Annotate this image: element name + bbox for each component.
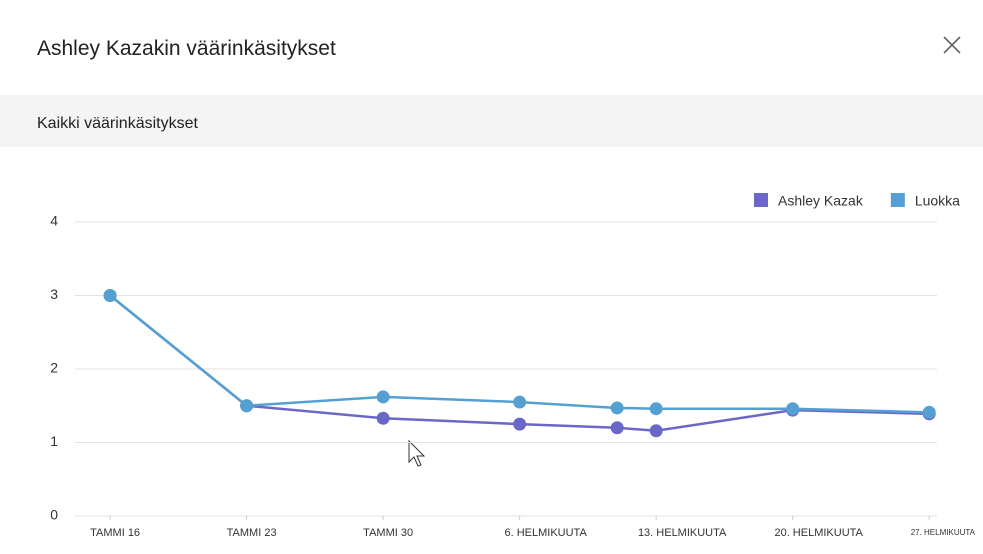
series-point (240, 399, 254, 413)
cursor (408, 439, 426, 467)
x-tick-label: TAMMI 30 (363, 527, 413, 539)
series-point (922, 405, 936, 419)
x-tick-label: 13. HELMIKUUTA (638, 527, 727, 539)
legend-label: Ashley Kazak (778, 193, 864, 209)
x-tick-label: 27. HELMIKUUTA (911, 528, 976, 537)
series-line (109, 294, 930, 432)
x-tick-label: 20. HELMIKUUTA (774, 527, 863, 539)
y-tick-label: 4 (50, 213, 58, 229)
section-band (0, 95, 983, 147)
series-point (376, 390, 390, 404)
series-point (649, 424, 663, 438)
x-tick-label: TAMMI 23 (227, 527, 277, 539)
y-tick-label: 0 (50, 507, 58, 523)
x-tick-label: 6. HELMIKUUTA (504, 527, 587, 539)
section-title: Kaikki väärinkäsitykset (37, 115, 198, 132)
y-tick-label: 3 (50, 286, 58, 302)
close-button[interactable] (940, 33, 964, 57)
dialog-title: Ashley Kazakin väärinkäsitykset (37, 37, 336, 60)
series-point (786, 402, 800, 416)
legend-swatch (754, 193, 768, 207)
series-point (513, 395, 527, 409)
series-point (103, 289, 117, 302)
series-point (649, 402, 663, 416)
series-point (376, 411, 390, 425)
legend-swatch (890, 193, 905, 207)
y-tick-label: 2 (50, 360, 58, 376)
series-point (513, 417, 527, 431)
x-tick-label: TAMMI 16 (90, 527, 140, 539)
series-point (610, 401, 624, 415)
series-line (109, 294, 930, 414)
y-tick-label: 1 (50, 433, 58, 449)
series-point (610, 421, 624, 435)
legend-label: Luokka (915, 193, 960, 209)
